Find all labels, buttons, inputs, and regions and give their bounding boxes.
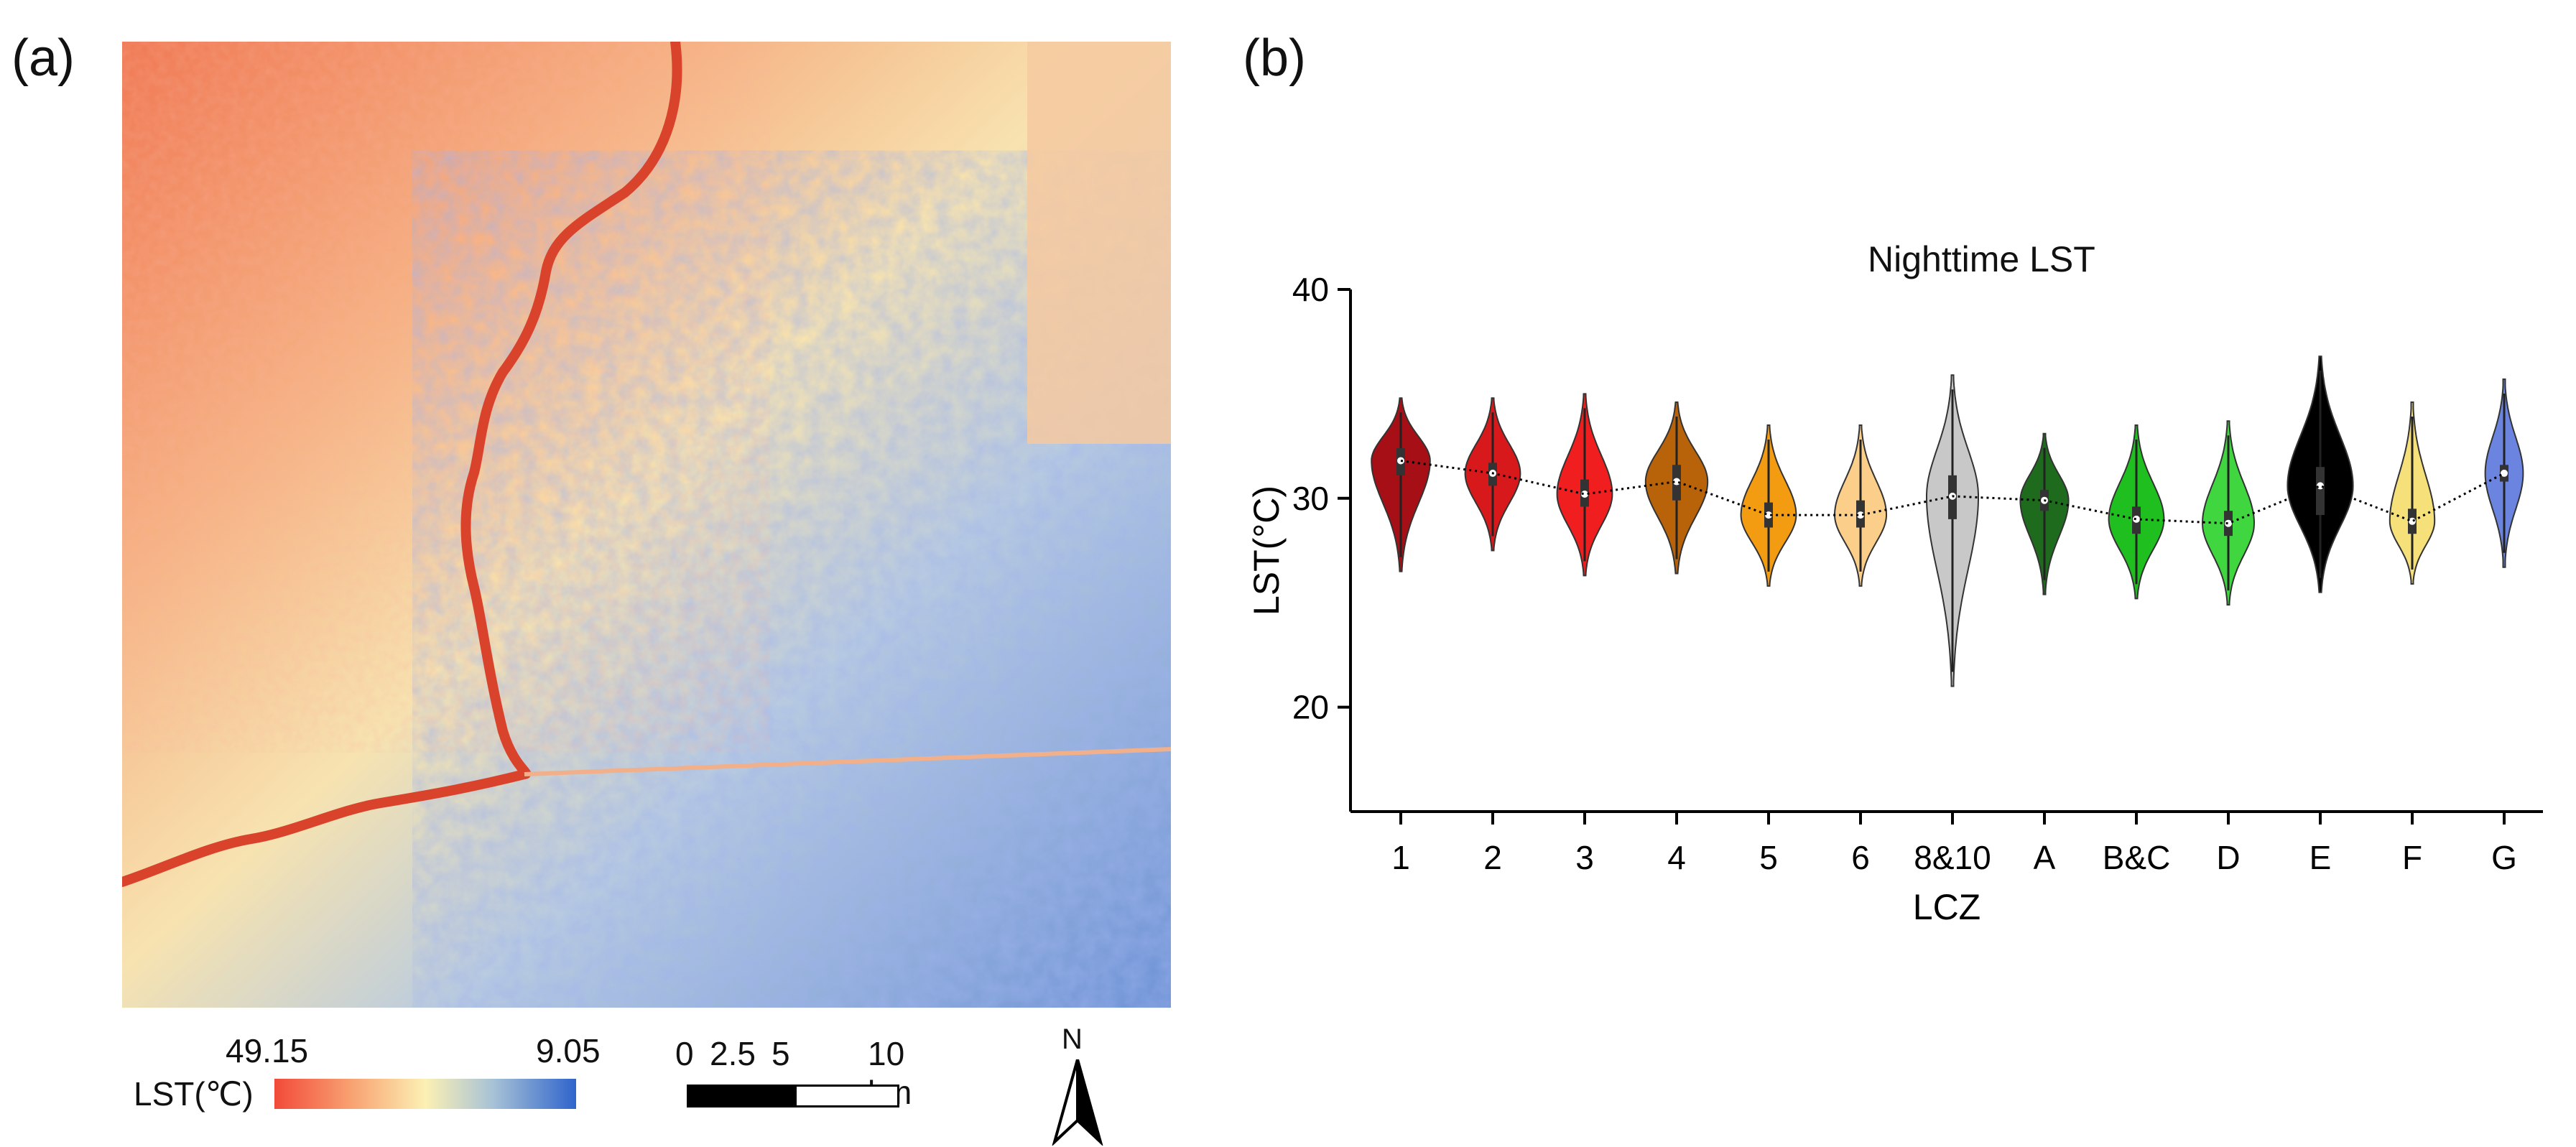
x-tick-label-9: D <box>2216 839 2240 876</box>
violin-median-1 <box>1397 457 1404 465</box>
x-tick-label-8: B&C <box>2103 839 2171 876</box>
violin-median-G <box>2501 469 2508 477</box>
violin-median-D <box>2225 519 2232 527</box>
scale-tick-0: 0 <box>675 1035 694 1072</box>
violin-median-6 <box>1857 511 1864 519</box>
lst-map-image <box>122 42 1171 1008</box>
violin-median-F <box>2409 517 2416 525</box>
legend-min-value: 9.05 <box>536 1032 601 1069</box>
y-tick-label-40: 40 <box>1292 273 1329 308</box>
scale-segment-white <box>794 1085 899 1107</box>
map-legend: 49.15 9.05 LST(℃) <box>134 1020 622 1128</box>
canal-path <box>524 747 1171 776</box>
north-arrow: N <box>1049 1023 1106 1146</box>
x-tick-label-10: E <box>2309 839 2332 876</box>
north-arrow-icon <box>1052 1059 1103 1146</box>
panel-label-b: (b) <box>1243 29 1306 87</box>
panel-label-a: (a) <box>11 29 75 87</box>
violin-median-5 <box>1765 511 1772 519</box>
violin-iqr-E <box>2316 467 2325 516</box>
violin-median-B&C <box>2133 515 2140 523</box>
scale-tick-2-5: 2.5 <box>710 1035 756 1072</box>
x-tick-label-0: 1 <box>1391 839 1410 876</box>
north-letter: N <box>1062 1023 1083 1055</box>
x-tick-label-5: 6 <box>1851 839 1870 876</box>
y-axis-label: LST(°C) <box>1250 486 1287 616</box>
map-texture-warm <box>122 42 711 688</box>
x-tick-label-12: G <box>2491 839 2517 876</box>
legend-color-bar <box>274 1079 576 1109</box>
violin-chart: 20 30 40 LST(°C) LCZ 1 2 3 4 5 6 8&10 A B&C D E F G <box>1250 273 2543 927</box>
y-tick-label-20: 20 <box>1292 689 1329 726</box>
median-trend-line <box>1400 460 2505 525</box>
x-tick-label-4: 5 <box>1759 839 1778 876</box>
violin-median-3 <box>1581 490 1588 498</box>
x-tick-label-6: 8&10 <box>1914 839 1991 876</box>
scale-tick-5: 5 <box>772 1035 790 1072</box>
legend-title: LST(℃) <box>134 1075 254 1113</box>
lst-map <box>122 42 1171 1008</box>
x-tick-label-11: F <box>2402 839 2422 876</box>
violin-median-4 <box>1673 478 1680 486</box>
river-path <box>122 42 682 887</box>
y-tick-label-30: 30 <box>1292 480 1329 517</box>
x-tick-label-3: 4 <box>1667 839 1686 876</box>
map-coast-strip <box>1027 42 1171 444</box>
x-tick-label-7: A <box>2034 839 2056 876</box>
x-axis-label: LCZ <box>1913 887 1980 927</box>
chart-title: Nighttime LST <box>1868 239 2095 279</box>
scale-bar: 0 2.5 5 10 km <box>675 1034 919 1128</box>
x-tick-label-2: 3 <box>1575 839 1594 876</box>
scale-segment-black <box>687 1085 799 1107</box>
legend-max-value: 49.15 <box>226 1032 309 1069</box>
x-tick-label-1: 2 <box>1483 839 1502 876</box>
